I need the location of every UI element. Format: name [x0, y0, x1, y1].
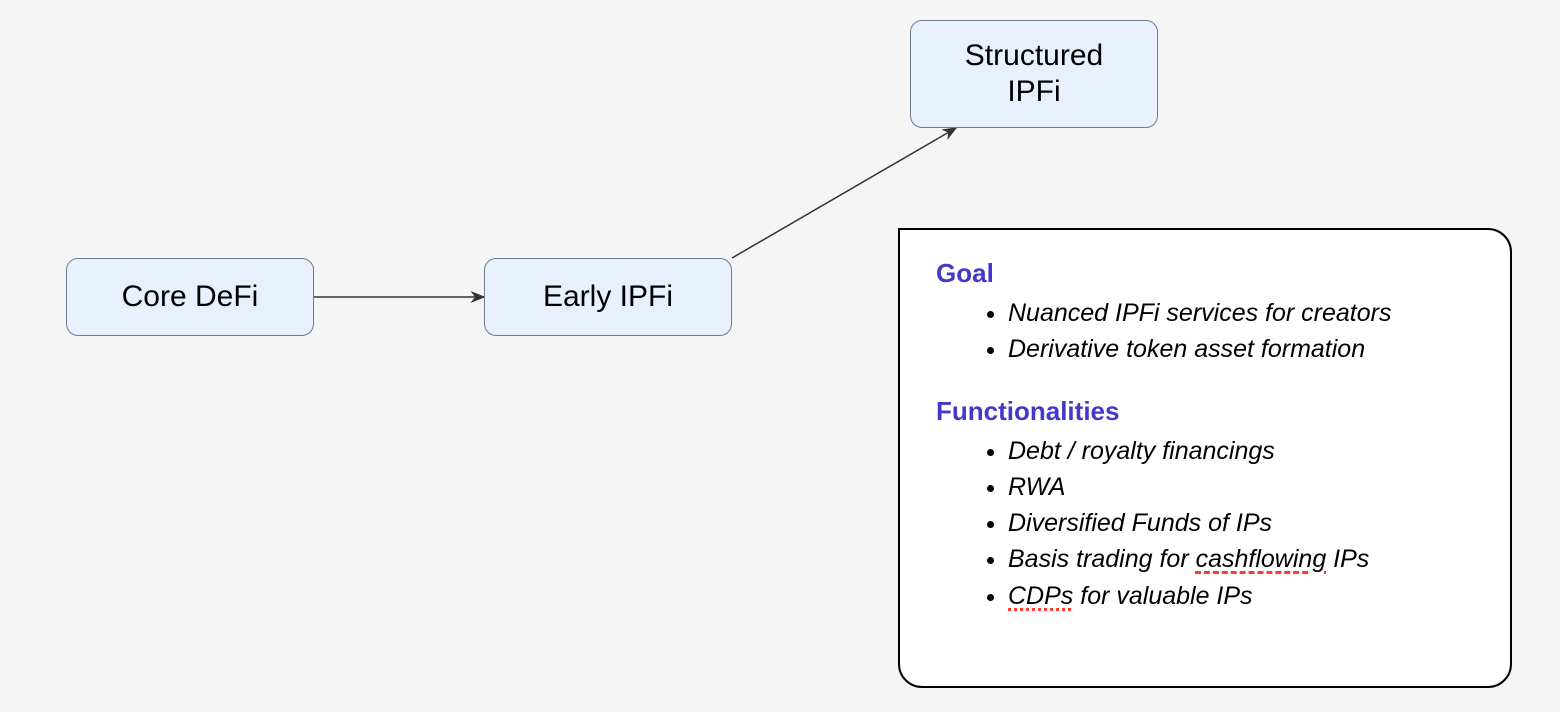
list-item-text: Nuanced IPFi services for creators [1008, 299, 1391, 327]
list-item-suffix: for valuable IPs [1073, 582, 1252, 610]
info-box: Goal Nuanced IPFi services for creators De… [898, 228, 1512, 688]
list-item-text: Diversified Funds of IPs [1008, 509, 1272, 537]
section-heading: Functionalities [936, 396, 1474, 427]
list-item: RWA [1008, 469, 1474, 505]
node-label-line1: Structured [965, 38, 1103, 74]
list-item-text: RWA [1008, 473, 1065, 501]
node-label-line2: IPFi [965, 74, 1103, 110]
list-item: Debt / royalty financings [1008, 433, 1474, 469]
list-item: Nuanced IPFi services for creators [1008, 295, 1474, 331]
list-item-suffix: IPs [1326, 545, 1369, 573]
node-structured-ipfi: StructuredIPFi [910, 20, 1158, 128]
list-item-text: Debt / royalty financings [1008, 437, 1275, 465]
list-item-prefix: Basis trading for [1008, 545, 1196, 573]
node-label: Early IPFi [543, 280, 673, 314]
list-item: Derivative token asset formation [1008, 331, 1474, 367]
list-item: Diversified Funds of IPs [1008, 505, 1474, 541]
section-list: Nuanced IPFi services for creators Deriva… [936, 295, 1474, 368]
node-early-ipfi: Early IPFi [484, 258, 732, 336]
spellcheck-word: cashflowing [1196, 545, 1327, 573]
list-item-text: Derivative token asset formation [1008, 335, 1365, 363]
spellcheck-word: CDPs [1008, 582, 1073, 610]
list-item: CDPs for valuable IPs [1008, 578, 1474, 614]
section-heading: Goal [936, 258, 1474, 289]
list-item: Basis trading for cashflowing IPs [1008, 541, 1474, 577]
node-label: Core DeFi [122, 280, 259, 314]
node-core-defi: Core DeFi [66, 258, 314, 336]
section-list: Debt / royalty financings RWA Diversified … [936, 433, 1474, 614]
